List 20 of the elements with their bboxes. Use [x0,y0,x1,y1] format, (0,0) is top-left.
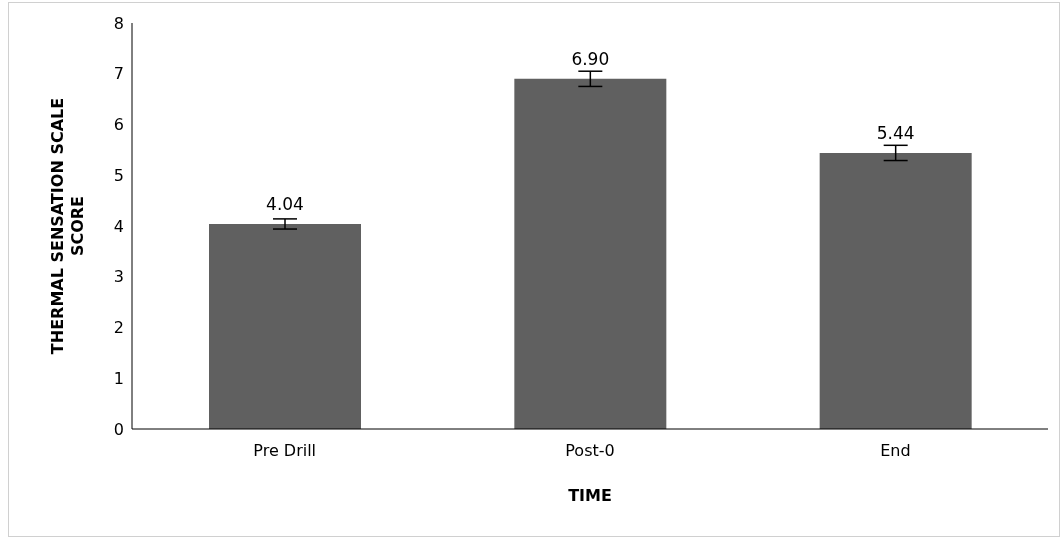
y-tick-label: 7 [113,64,124,84]
x-tick-label: Post-0 [565,441,615,461]
y-tick-label: 0 [113,419,124,439]
y-tick-label: 6 [113,115,124,135]
bar [819,152,972,429]
y-tick-label: 4 [113,216,124,236]
y-axis-title: THERMAL SENSATION SCALE SCORE [48,97,87,355]
bar [514,78,667,429]
x-tick-label: Pre Drill [253,441,317,461]
data-label: 4.04 [266,193,304,214]
data-label: 5.44 [876,122,915,143]
data-label: 6.90 [571,48,610,69]
y-tick-label: 8 [113,13,124,33]
bar [209,223,361,429]
x-axis-title: TIME [568,486,612,505]
y-tick-label: 3 [113,267,124,287]
x-tick-label: End [880,441,911,461]
y-tick-label: 2 [113,318,124,338]
y-tick-label: 1 [113,368,124,388]
y-tick-label: 5 [113,165,124,185]
